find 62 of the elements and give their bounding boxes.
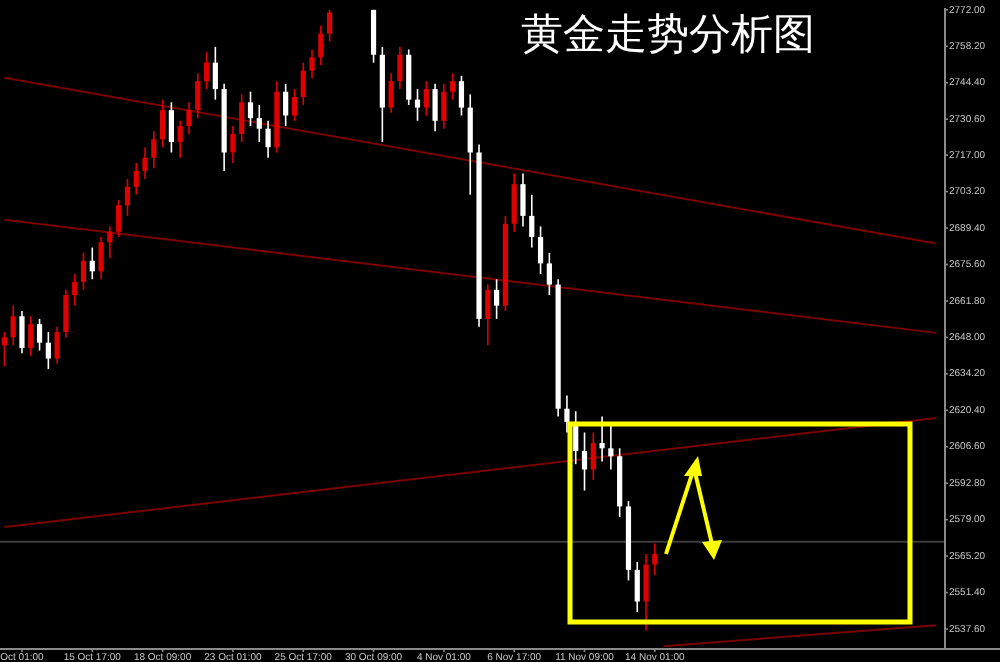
candlestick xyxy=(10,304,16,347)
candlestick xyxy=(432,83,438,133)
candlestick xyxy=(397,46,403,90)
candlestick xyxy=(511,172,517,233)
candlestick xyxy=(537,225,544,275)
candlestick xyxy=(300,61,306,106)
candlestick xyxy=(19,310,25,355)
candlestick xyxy=(458,75,465,117)
candlestick xyxy=(318,24,324,67)
candlestick xyxy=(441,83,447,130)
candlestick xyxy=(283,83,289,127)
candlestick xyxy=(160,98,166,148)
chart-title: 黄金走势分析图 xyxy=(521,10,815,58)
candlestick xyxy=(63,289,69,339)
candlestick xyxy=(520,172,526,228)
candlestick xyxy=(406,48,412,106)
candlestick xyxy=(124,178,131,217)
candlestick xyxy=(186,101,192,135)
candlestick xyxy=(89,246,95,281)
candlestick xyxy=(450,72,456,101)
candlestick xyxy=(107,225,113,259)
candlestick xyxy=(634,561,640,613)
candlestick xyxy=(239,93,245,143)
candlestick xyxy=(590,431,596,481)
candlestick xyxy=(265,119,271,159)
candlestick xyxy=(54,326,60,365)
candlestick xyxy=(28,315,34,357)
candlestick xyxy=(256,104,262,143)
candlestick xyxy=(133,162,139,196)
candlestick xyxy=(247,90,254,127)
candlestick xyxy=(388,72,394,114)
candlestick xyxy=(414,88,421,122)
candlestick xyxy=(168,101,174,154)
candlestick xyxy=(370,9,377,64)
candlestick xyxy=(151,130,157,170)
candlestick xyxy=(36,318,43,352)
candlestick xyxy=(230,125,236,164)
candlestick xyxy=(291,88,298,122)
candlestick xyxy=(142,146,148,180)
candlestick xyxy=(116,199,122,238)
candlestick xyxy=(45,331,51,370)
candlestick xyxy=(327,9,333,43)
candlestick xyxy=(309,48,315,80)
candlestick xyxy=(98,236,104,281)
candlestick xyxy=(195,72,201,119)
candlestick xyxy=(599,415,605,463)
candlestick xyxy=(72,273,78,307)
candlestick xyxy=(652,542,658,576)
candlestick xyxy=(564,394,570,434)
candlestick xyxy=(581,431,588,492)
candlestick xyxy=(423,80,429,117)
candlestick xyxy=(485,283,491,347)
candlestick xyxy=(203,51,210,90)
candlestick xyxy=(529,193,535,249)
candlestick xyxy=(494,278,500,320)
candlestick xyxy=(80,252,87,291)
candlestick xyxy=(643,553,649,632)
candlestick xyxy=(177,119,183,159)
candlestick xyxy=(546,252,552,296)
candlestick xyxy=(1,331,7,368)
candlestick xyxy=(212,46,218,101)
candlestick xyxy=(467,93,473,196)
